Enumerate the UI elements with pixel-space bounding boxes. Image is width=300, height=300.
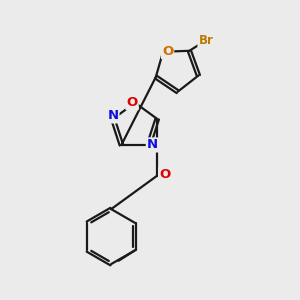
Text: N: N (107, 110, 118, 122)
Text: N: N (147, 139, 158, 152)
Text: Br: Br (198, 34, 213, 47)
Text: O: O (159, 168, 170, 181)
Text: O: O (127, 96, 138, 109)
Text: O: O (162, 45, 173, 58)
